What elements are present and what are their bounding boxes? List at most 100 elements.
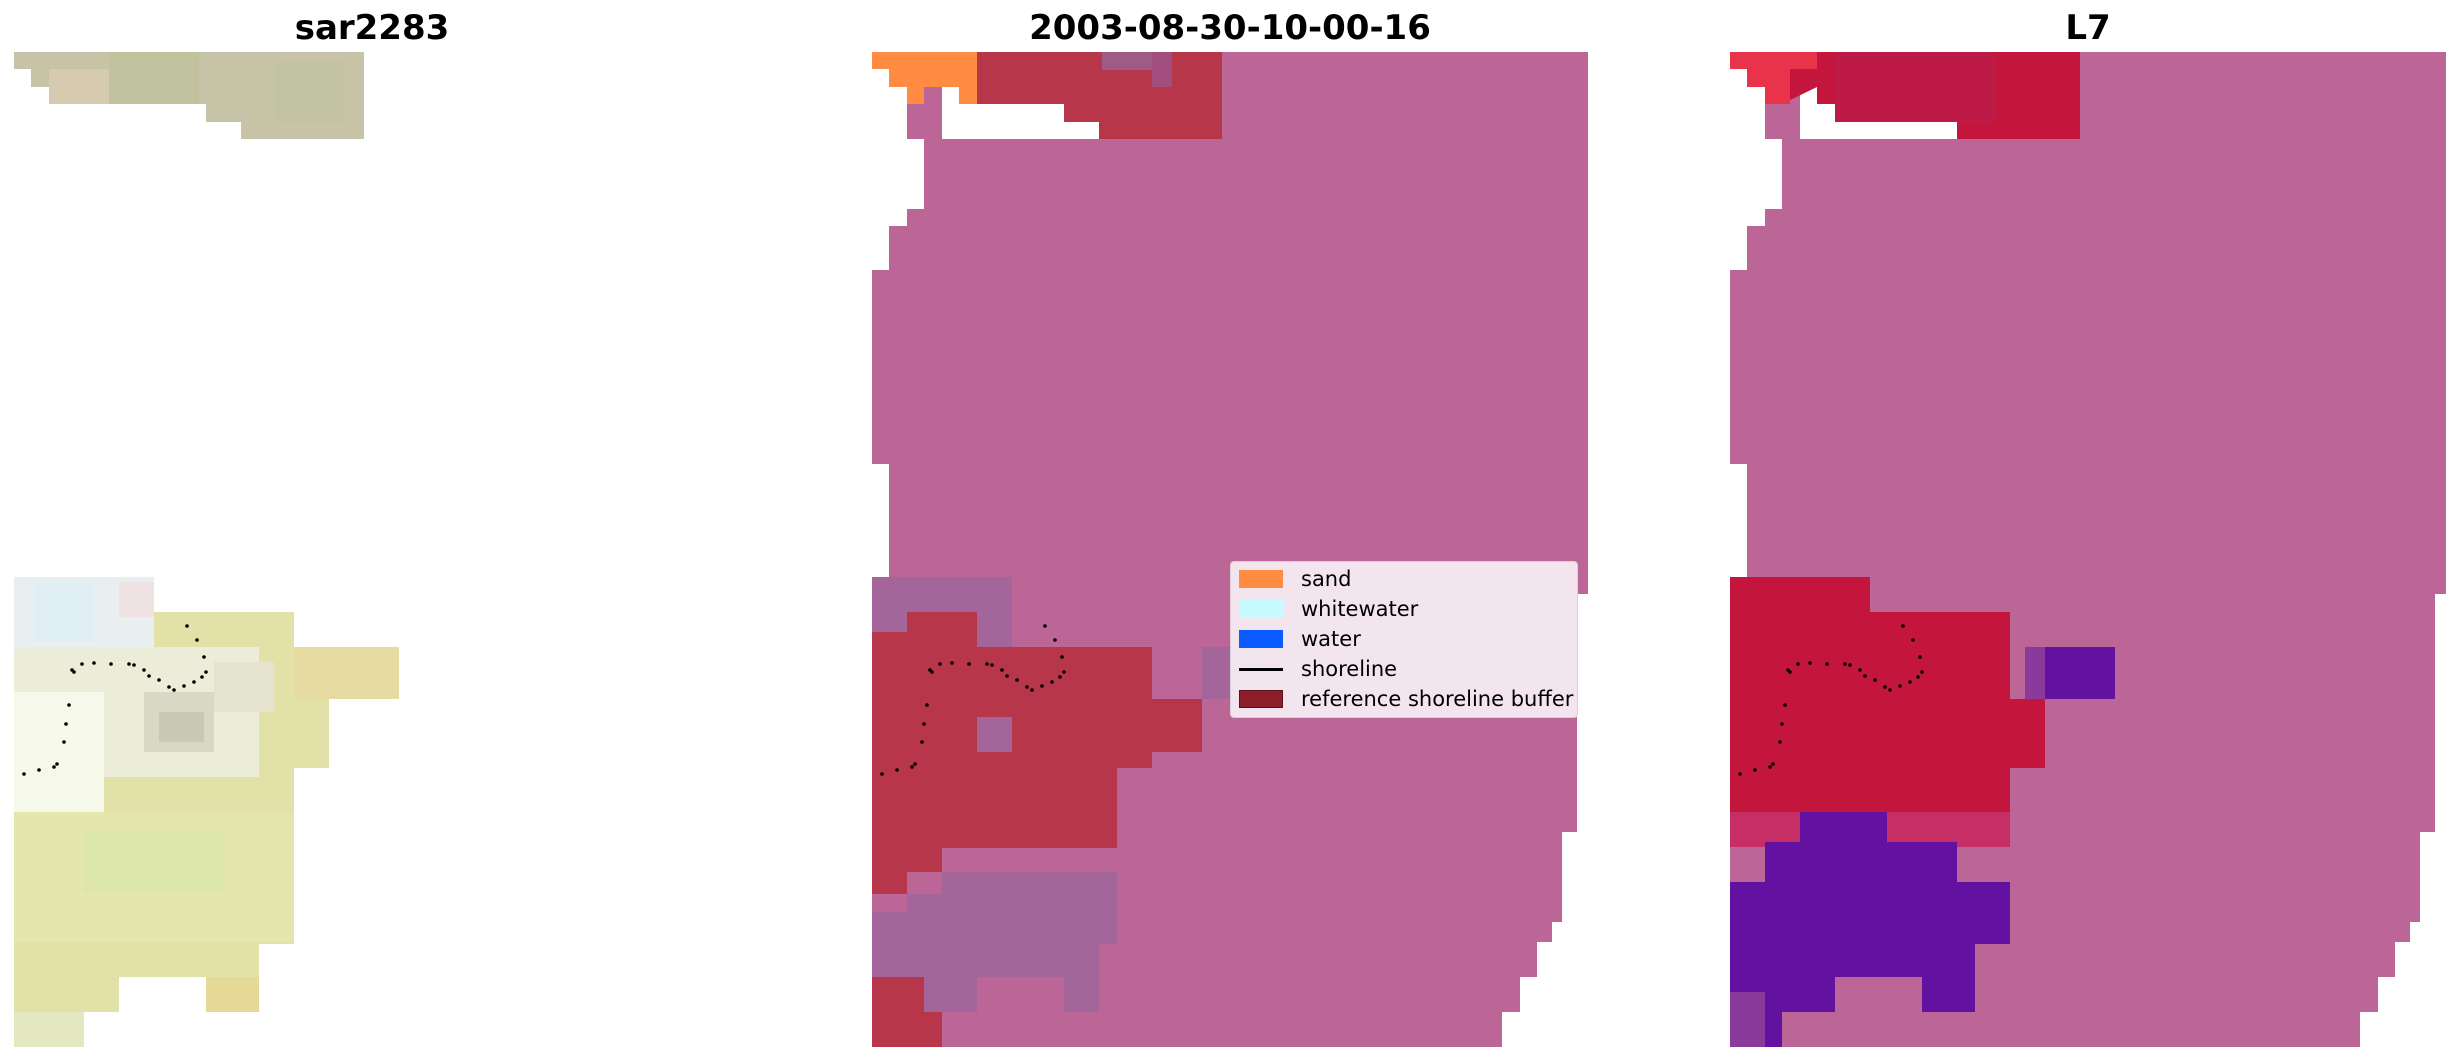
shoreline-point — [1808, 661, 1812, 665]
shoreline-point — [1780, 722, 1784, 726]
shoreline-point — [182, 684, 186, 688]
shoreline-point — [1753, 768, 1757, 772]
shoreline-point — [1888, 688, 1892, 692]
shoreline-point — [990, 663, 994, 667]
shoreline-trace — [1738, 624, 1924, 776]
legend-swatch-reference-shoreline-buffer — [1239, 690, 1283, 708]
legend-swatch-sand — [1239, 570, 1283, 588]
probability-map — [1730, 52, 2446, 1047]
shoreline-point — [930, 670, 934, 674]
shoreline-point — [142, 668, 146, 672]
panel-title-probability: L7 — [2065, 8, 2111, 48]
shoreline-point — [1015, 678, 1019, 682]
shoreline-point — [62, 740, 66, 744]
shoreline-point — [1796, 662, 1800, 666]
shoreline-point — [80, 662, 84, 666]
shoreline-point — [22, 772, 26, 776]
shoreline-point — [913, 762, 917, 766]
shoreline-point — [1778, 740, 1782, 744]
probability-red-region — [1730, 52, 2080, 847]
rgb-image-bottom-region — [14, 577, 399, 1047]
shoreline-point — [950, 661, 954, 665]
rgb-image-top-strip — [14, 52, 364, 139]
panel-title-classification: 2003-08-30-10-00-16 — [1029, 8, 1431, 48]
shoreline-point — [1768, 765, 1772, 769]
shoreline-point — [1863, 674, 1867, 678]
shoreline-point — [1918, 655, 1922, 659]
shoreline-point — [1916, 675, 1920, 679]
shoreline-point — [1843, 662, 1847, 666]
shoreline-point — [167, 685, 171, 689]
shoreline-point — [1000, 668, 1004, 672]
shoreline-point — [985, 662, 989, 666]
legend-label-reference-shoreline-buffer: reference shoreline buffer — [1301, 687, 1574, 711]
legend-item-sand: sand — [1239, 564, 1351, 594]
shoreline-point — [127, 662, 131, 666]
shoreline-point — [52, 765, 56, 769]
shoreline-point — [1901, 624, 1905, 628]
legend-line-shoreline — [1239, 667, 1283, 671]
shoreline-point — [1062, 670, 1066, 674]
sand-region — [872, 52, 977, 104]
shoreline-point — [1058, 675, 1062, 679]
shoreline-point — [72, 670, 76, 674]
shoreline-point — [1788, 670, 1792, 674]
legend-swatch-whitewater — [1239, 600, 1283, 618]
shoreline-point — [67, 703, 71, 707]
shoreline-point — [880, 772, 884, 776]
legend-label-water: water — [1301, 627, 1361, 651]
legend-label-shoreline: shoreline — [1301, 657, 1398, 681]
shoreline-point — [910, 765, 914, 769]
shoreline-point — [925, 703, 929, 707]
shoreline-point — [1738, 772, 1742, 776]
shoreline-point — [204, 670, 208, 674]
shoreline-point — [1911, 638, 1915, 642]
shoreline-point — [157, 678, 161, 682]
probability-violet-region — [1730, 647, 2115, 1047]
legend-item-water: water — [1239, 624, 1361, 654]
shoreline-point — [1030, 688, 1034, 692]
shoreline-trace — [880, 624, 1066, 776]
shoreline-point — [172, 688, 176, 692]
shoreline-point — [1771, 762, 1775, 766]
classification-map — [872, 52, 1588, 1047]
rgb-image — [14, 52, 399, 1047]
shoreline-point — [938, 662, 942, 666]
shoreline-point — [922, 722, 926, 726]
shoreline-point — [147, 674, 151, 678]
shoreline-point — [1040, 684, 1044, 688]
shoreline-point — [1920, 670, 1924, 674]
shoreline-point — [1050, 680, 1054, 684]
shoreline-point — [109, 662, 113, 666]
shoreline-point — [92, 661, 96, 665]
shoreline-point — [1825, 662, 1829, 666]
panel-title-rgb: sar2283 — [294, 8, 450, 48]
legend-item-whitewater: whitewater — [1239, 594, 1418, 624]
shoreline-point — [55, 762, 59, 766]
shoreline-point — [1873, 678, 1877, 682]
shoreline-point — [1898, 684, 1902, 688]
shoreline-point — [37, 768, 41, 772]
legend: sand whitewater water shoreline referenc… — [1230, 561, 1578, 718]
legend-item-shoreline: shoreline — [1239, 654, 1397, 684]
legend-item-reference-shoreline-buffer: reference shoreline buffer — [1239, 684, 1573, 714]
shoreline-point — [1053, 638, 1057, 642]
shoreline-point — [1848, 663, 1852, 667]
shoreline-point — [1043, 624, 1047, 628]
shoreline-point — [1883, 685, 1887, 689]
shoreline-point — [1060, 655, 1064, 659]
shoreline-point — [967, 662, 971, 666]
shoreline-point — [920, 740, 924, 744]
legend-swatch-water — [1239, 630, 1283, 648]
shoreline-point — [1783, 703, 1787, 707]
shoreline-point — [1908, 680, 1912, 684]
shoreline-point — [895, 768, 899, 772]
shoreline-point — [132, 663, 136, 667]
shoreline-point — [1025, 685, 1029, 689]
shoreline-point — [192, 680, 196, 684]
shoreline-point — [64, 722, 68, 726]
shoreline-trace — [22, 624, 208, 776]
shoreline-point — [1005, 674, 1009, 678]
legend-label-sand: sand — [1301, 567, 1352, 591]
shoreline-point — [202, 655, 206, 659]
